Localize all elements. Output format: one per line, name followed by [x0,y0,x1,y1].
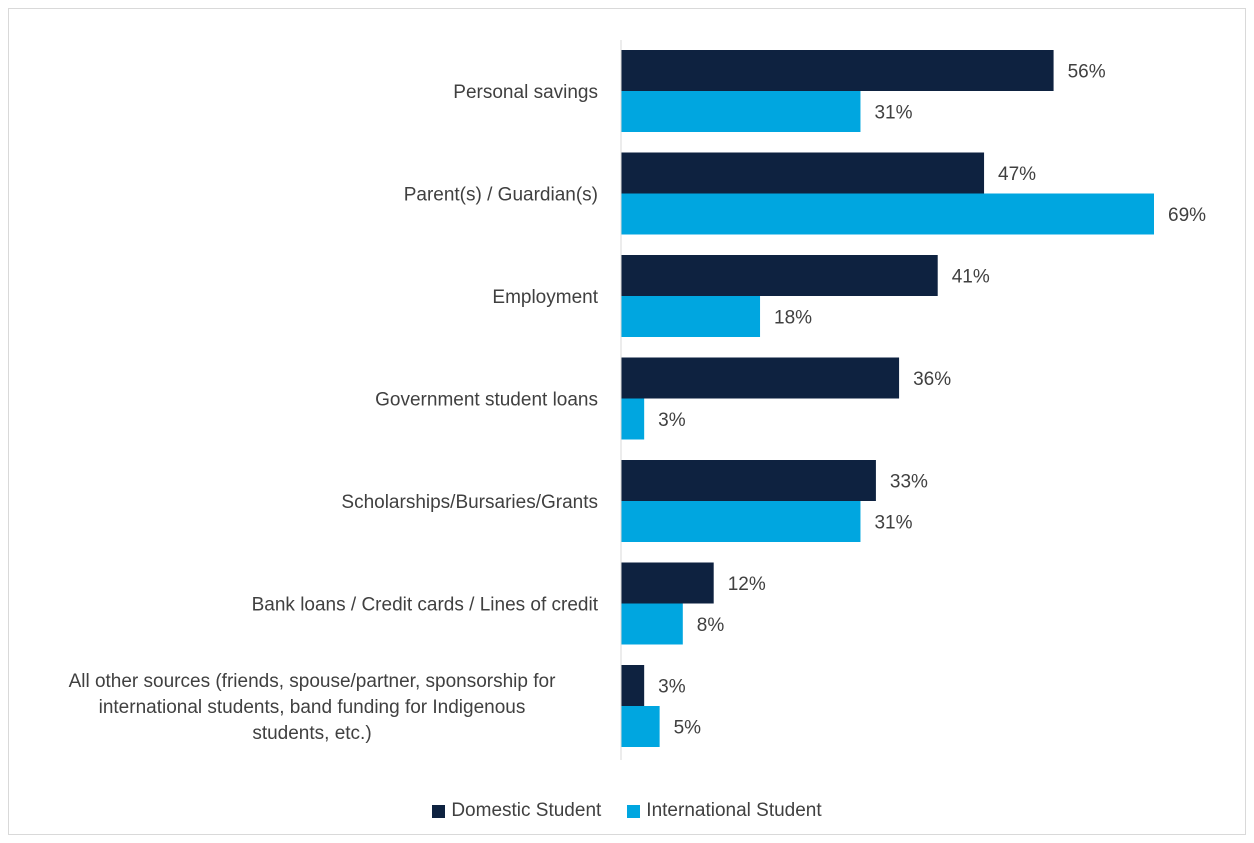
labels-layer: Personal savings 56% 31% Parent(s) / Guardi… [69,62,1207,745]
bar-domestic [621,255,938,296]
category-label: international students, band funding for… [99,697,526,718]
legend-label-international: International Student [646,800,822,821]
category-label: students, etc.) [252,723,371,744]
data-label: 31% [874,103,912,124]
legend-label-domestic: Domestic Student [451,800,602,821]
data-label: 41% [952,267,990,288]
data-label: 12% [728,574,766,595]
data-label: 3% [658,410,686,431]
legend-swatch-domestic [432,804,446,818]
bar-international [621,501,861,542]
category-label: All other sources (friends, spouse/partn… [69,671,557,692]
bars-layer [621,50,1154,747]
bar-international [621,296,761,337]
bar-domestic [621,562,714,604]
bar-international [621,193,1154,235]
legend-swatch-international [627,804,641,818]
data-label: 8% [697,615,725,636]
category-label: Scholarships/Bursaries/Grants [341,492,598,513]
category-label: Employment [492,287,598,308]
data-label: 31% [874,513,912,534]
category-label: Parent(s) / Guardian(s) [404,185,598,206]
data-label: 47% [998,164,1036,185]
bar-international [621,398,645,440]
data-label: 18% [774,308,812,329]
bar-domestic [621,665,645,706]
category-label: Personal savings [453,82,598,103]
category-label: Bank loans / Credit cards / Lines of cre… [252,595,599,616]
bar-domestic [621,50,1054,91]
bar-domestic [621,460,876,501]
data-label: 33% [890,472,928,493]
bar-international [621,603,683,645]
legend-item-international: International Student [627,800,822,822]
data-label: 3% [658,677,686,698]
bar-international [621,91,861,132]
legend-item-domestic: Domestic Student [432,800,601,822]
category-label: Government student loans [375,390,598,411]
bar-international [621,706,660,747]
data-label: 69% [1168,205,1206,226]
bar-domestic [621,357,900,399]
legend: Domestic Student International Student [0,800,1254,822]
data-label: 5% [674,718,702,739]
data-label: 56% [1068,62,1106,83]
bar-domestic [621,152,985,194]
data-label: 36% [913,369,951,390]
